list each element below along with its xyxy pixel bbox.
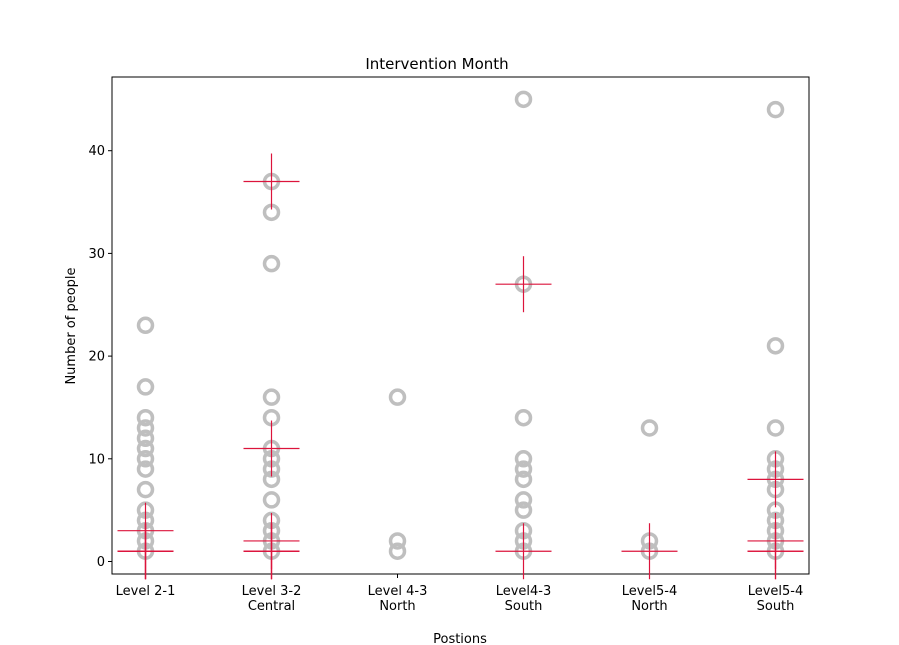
circle-point xyxy=(388,388,407,406)
x-axis-label: Postions xyxy=(433,632,487,645)
circle-point xyxy=(766,337,785,355)
circle-point xyxy=(136,480,155,499)
circle-point xyxy=(136,419,155,437)
circle-point xyxy=(766,100,785,119)
x-tick-label: North xyxy=(379,599,415,614)
circle-point xyxy=(136,439,155,458)
plot-frame xyxy=(111,76,810,575)
x-tick-label: North xyxy=(631,599,667,614)
circle-point xyxy=(388,532,407,550)
circle-point xyxy=(136,460,155,478)
y-tick-label: 10 xyxy=(88,452,105,467)
y-tick-label: 20 xyxy=(88,350,105,365)
x-tick-label: South xyxy=(757,599,795,614)
circle-point xyxy=(136,429,155,448)
y-tick-label: 0 xyxy=(97,555,105,570)
circle-point xyxy=(514,90,533,109)
x-tick-label: South xyxy=(505,599,543,614)
circle-point xyxy=(262,254,281,273)
circle-point xyxy=(262,388,281,406)
x-tick-label: Level 4-3 xyxy=(368,584,428,599)
x-tick-label: Level5-4 xyxy=(622,584,678,599)
circle-point xyxy=(136,450,155,468)
circle-point xyxy=(514,491,533,509)
x-tick-label: Central xyxy=(248,599,295,614)
circle-point xyxy=(514,450,533,468)
circle-point xyxy=(136,316,155,335)
chart-title: Intervention Month xyxy=(365,55,508,73)
x-tick-label: Level 2-1 xyxy=(116,584,176,599)
circle-point xyxy=(640,419,659,437)
y-tick-label: 40 xyxy=(88,144,105,159)
circle-point xyxy=(514,408,533,427)
circle-point xyxy=(136,378,155,396)
y-tick-label: 30 xyxy=(88,247,105,262)
circle-point xyxy=(514,501,533,519)
x-tick-label: Level5-4 xyxy=(748,584,804,599)
circle-point xyxy=(766,419,785,437)
circle-point xyxy=(514,460,533,478)
circle-point xyxy=(388,542,407,560)
circle-point xyxy=(136,408,155,427)
y-axis-label: Number of people xyxy=(64,267,79,384)
x-tick-label: Level4-3 xyxy=(496,584,552,599)
circle-point xyxy=(514,470,533,489)
circle-point xyxy=(262,491,281,509)
x-tick-label: Level 3-2 xyxy=(242,584,302,599)
